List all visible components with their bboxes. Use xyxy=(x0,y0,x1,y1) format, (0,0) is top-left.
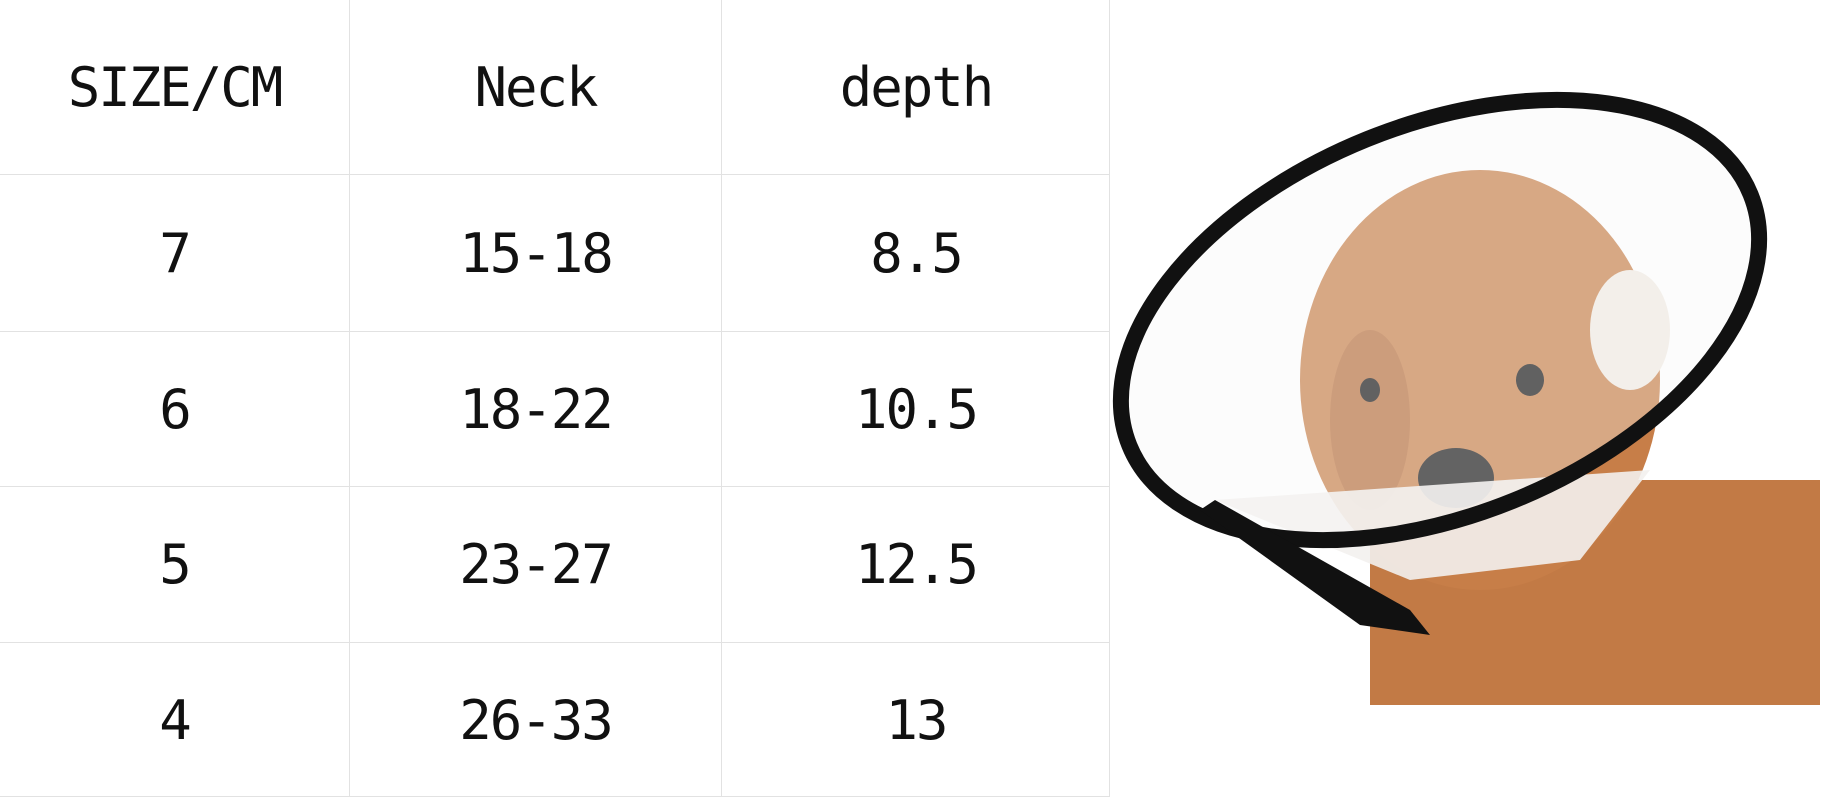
table-cell: 7 xyxy=(0,174,349,331)
table-cell: 4 xyxy=(0,642,349,797)
cone-collar xyxy=(1112,91,1768,635)
table-cell: 6 xyxy=(0,331,349,486)
table-cell: 18-22 xyxy=(349,331,721,486)
table-header-cell: SIZE/CM xyxy=(67,55,284,119)
table-cell: 13 xyxy=(721,642,1110,797)
table-cell: 10.5 xyxy=(721,331,1110,486)
table-cell: 23-27 xyxy=(349,486,721,642)
table-cell: 5 xyxy=(0,486,349,642)
table-header-cell: depth xyxy=(721,0,1110,174)
table-cell: 12.5 xyxy=(721,486,1110,642)
product-photo xyxy=(1112,91,1820,705)
table-header-cell: Neck xyxy=(349,0,721,174)
table-cell: 8.5 xyxy=(721,174,1110,331)
table-cell: 15-18 xyxy=(349,174,721,331)
table-cell: 26-33 xyxy=(349,642,721,797)
size-table: SIZE/CM Neck depth 7 15-18 8.5 6 18-22 10.5 5 23-2… xyxy=(0,0,1110,797)
